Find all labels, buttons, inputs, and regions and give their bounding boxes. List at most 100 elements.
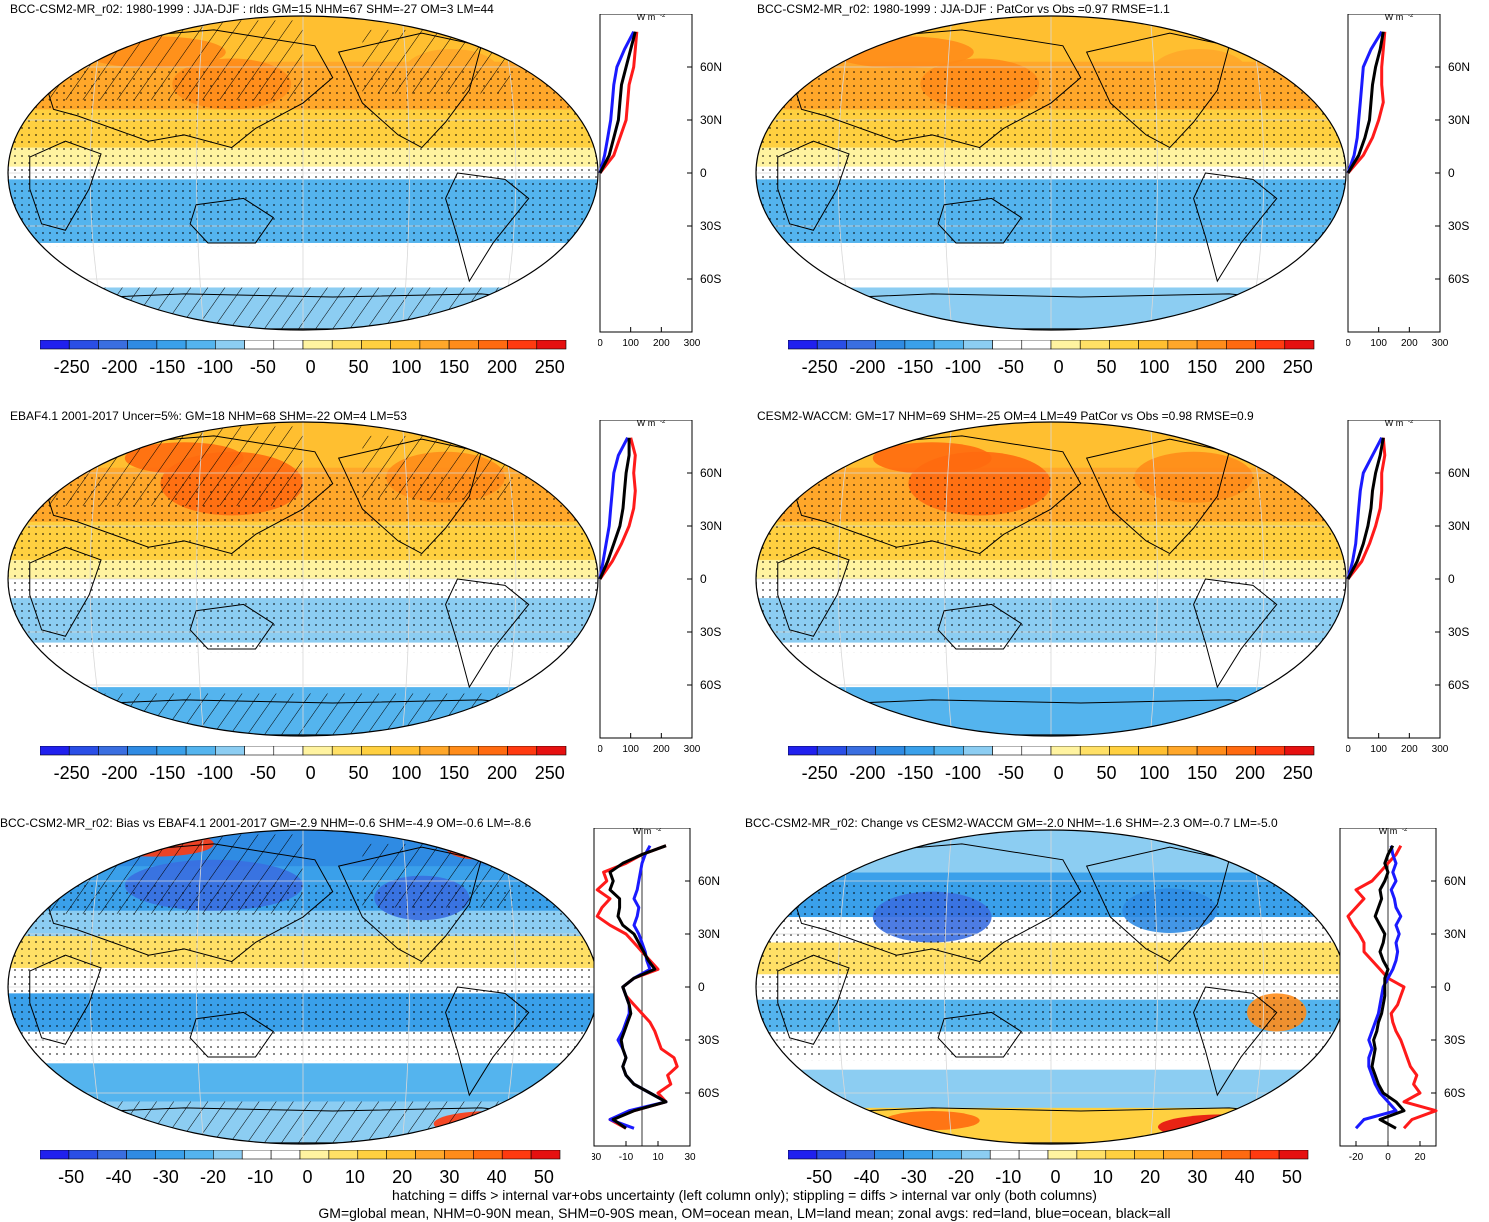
colorbar-swatch — [448, 746, 479, 756]
series-ocean — [598, 437, 629, 580]
world-map — [754, 828, 1348, 1146]
colorbar-swatch — [215, 340, 245, 350]
colorbar-swatch — [213, 1150, 243, 1160]
lat-tick-label: 0 — [1444, 980, 1451, 994]
lat-tick-label: 60S — [700, 272, 721, 286]
colorbar-label: 150 — [1187, 357, 1217, 377]
colorbar-label: -100 — [945, 763, 981, 783]
colorbar-swatch — [1167, 746, 1198, 756]
coastline-namerica — [1085, 32, 1230, 149]
colorbar-swatch — [1138, 340, 1169, 350]
colorbar-swatch — [302, 340, 333, 350]
colorbar-swatch — [963, 340, 993, 350]
colorbar: -50 -40 -30 -20 -10 0 10 20 30 40 50 — [40, 1150, 600, 1190]
colorbar-swatch — [361, 746, 391, 756]
colorbar-swatch — [244, 746, 275, 756]
colorbar-label: 250 — [535, 763, 565, 783]
colorbar-label: 100 — [391, 357, 421, 377]
colorbar-swatch — [788, 1150, 818, 1160]
x-tick-label: 0 — [598, 338, 603, 349]
colorbar-label: -50 — [250, 357, 276, 377]
colorbar-label: -30 — [153, 1167, 179, 1187]
coastline-australia — [189, 1011, 275, 1058]
colorbar-label: 20 — [392, 1167, 412, 1187]
colorbar-swatch — [530, 1150, 561, 1160]
coastline-africa — [777, 954, 850, 1045]
colorbar-swatch — [1079, 746, 1110, 756]
coastline-africa — [29, 954, 102, 1045]
colorbar-swatch — [419, 746, 450, 756]
coastline-eurasia — [41, 435, 334, 555]
x-tick-label: 30 — [684, 1152, 696, 1163]
colorbar-label: -100 — [197, 763, 233, 783]
colorbar-label: 0 — [1051, 1167, 1061, 1187]
lat-tick-label: 30N — [698, 927, 720, 941]
lat-tick-label: 60S — [700, 678, 721, 692]
colorbar-swatch — [1050, 340, 1081, 350]
colorbar-label: 0 — [1054, 357, 1064, 377]
colorbar-swatch — [299, 1150, 330, 1160]
colorbar-swatch — [1105, 1150, 1135, 1160]
panel-title: CESM2-WACCM: GM=17 NHM=69 SHM=-25 OM=4 L… — [757, 409, 1254, 423]
x-tick-label: 100 — [1370, 744, 1387, 755]
unit-label: W m — [637, 14, 656, 22]
colorbar-label: -100 — [197, 357, 233, 377]
colorbar-swatch — [1284, 746, 1315, 756]
colorbar-label: -200 — [849, 763, 885, 783]
colorbar-swatch — [390, 340, 421, 350]
colorbar-swatch — [331, 746, 362, 756]
zonal-mean-plot: 60N 30N 0 30S 60S 0 100 200 300 W m -2 — [598, 14, 754, 362]
lat-tick-label: 30N — [1448, 519, 1470, 533]
colorbar: -250 -200 -150 -100 -50 0 50 100 150 200 250 — [788, 340, 1354, 380]
zonal-mean-plot: 60N 30N 0 30S 60S -20 0 20 W m -2 — [1338, 828, 1489, 1176]
coastline-eurasia — [789, 435, 1082, 555]
coastline-samerica — [1193, 578, 1278, 689]
colorbar-swatch — [989, 1150, 1020, 1160]
colorbar-label: -250 — [54, 357, 90, 377]
colorbar-swatch — [501, 1150, 532, 1160]
colorbar-swatch — [1196, 746, 1227, 756]
colorbar-label: -150 — [149, 763, 185, 783]
panel-title: BCC-CSM2-MR_r02: Bias vs EBAF4.1 2001-20… — [0, 816, 532, 830]
coastline-australia — [937, 197, 1023, 244]
colorbar-swatch — [816, 340, 847, 350]
panel-title: EBAF4.1 2001-2017 Uncer=5%: GM=18 NHM=68… — [10, 409, 407, 423]
colorbar-swatch — [1167, 340, 1198, 350]
colorbar-label: -150 — [897, 357, 933, 377]
footnote-2: GM=global mean, NHM=0-90N mean, SHM=0-90… — [318, 1205, 1171, 1221]
coastline-eurasia — [41, 29, 334, 149]
colorbar-swatch — [357, 1150, 387, 1160]
coastline-samerica — [445, 578, 530, 689]
series-ocean — [598, 31, 636, 174]
colorbar-swatch — [473, 1150, 503, 1160]
coastline-samerica — [445, 172, 530, 283]
colorbar-label: 200 — [1235, 357, 1265, 377]
panel-title: BCC-CSM2-MR_r02: 1980-1999 : JJA-DJF : r… — [10, 2, 494, 16]
colorbar-swatch — [156, 340, 187, 350]
colorbar-label: -100 — [945, 357, 981, 377]
colorbar-swatch — [846, 746, 876, 756]
coastline-samerica — [1193, 172, 1278, 283]
panel-title: BCC-CSM2-MR_r02: 1980-1999 : JJA-DJF : P… — [757, 2, 1170, 16]
series-ocean — [1354, 845, 1403, 1130]
colorbar-swatch — [241, 1150, 272, 1160]
colorbar-label: 10 — [1093, 1167, 1113, 1187]
colorbar-swatch — [68, 746, 99, 756]
colorbar-swatch — [184, 1150, 214, 1160]
coastline-africa — [29, 546, 102, 637]
colorbar-swatch — [1196, 340, 1227, 350]
coastline-australia — [189, 197, 275, 244]
colorbar-label: 250 — [535, 357, 565, 377]
colorbar-label: -50 — [58, 1167, 84, 1187]
colorbar-label: 150 — [439, 763, 469, 783]
x-tick-label: 300 — [1432, 338, 1449, 349]
colorbar-label: 200 — [487, 763, 517, 783]
colorbar-label: 10 — [345, 1167, 365, 1187]
coastline-samerica — [1193, 986, 1278, 1097]
colorbar-label: -50 — [998, 357, 1024, 377]
lat-tick-label: 60N — [1448, 60, 1470, 74]
lat-tick-label: 60S — [1448, 678, 1469, 692]
colorbar-swatch — [1192, 1150, 1222, 1160]
colorbar-swatch — [127, 340, 158, 350]
colorbar-swatch — [361, 340, 391, 350]
